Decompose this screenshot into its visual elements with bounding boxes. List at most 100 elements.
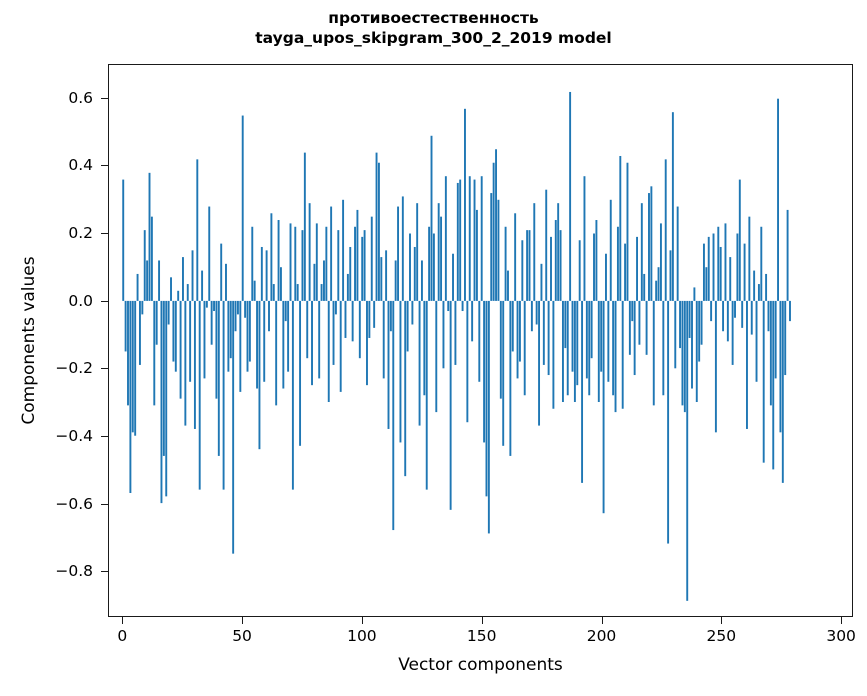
bar: [702, 243, 705, 301]
x-tick-label: 100: [347, 627, 377, 645]
y-tick-mark: [101, 436, 108, 438]
bar: [179, 300, 182, 399]
bar: [399, 300, 402, 443]
bar: [449, 300, 452, 510]
bar: [528, 230, 531, 301]
bar: [184, 300, 187, 426]
bar: [153, 300, 156, 406]
bar: [435, 300, 438, 413]
bar: [674, 300, 677, 369]
bar: [662, 300, 665, 396]
bar: [497, 199, 500, 301]
bar: [676, 206, 679, 301]
bar: [530, 300, 533, 332]
bar: [217, 300, 220, 456]
bar: [138, 300, 141, 365]
bar: [397, 206, 400, 301]
bar: [146, 260, 149, 301]
bar: [294, 226, 297, 301]
bar: [401, 196, 404, 301]
bar: [193, 300, 196, 429]
bar: [487, 300, 490, 534]
bar: [686, 300, 689, 601]
bar: [452, 253, 454, 301]
bar: [492, 162, 495, 301]
bar: [729, 257, 732, 301]
bar: [626, 162, 629, 301]
x-tick-label: 250: [706, 627, 737, 645]
bar: [607, 300, 610, 382]
bar: [655, 280, 658, 301]
bar: [301, 230, 304, 301]
bar: [726, 300, 729, 342]
bar: [155, 300, 158, 345]
bar: [719, 246, 722, 301]
bar: [621, 300, 624, 409]
bar: [437, 203, 440, 301]
bar: [691, 300, 693, 389]
bar: [755, 300, 758, 382]
bar: [521, 240, 524, 301]
bar: [746, 300, 748, 429]
bar: [514, 213, 517, 301]
bar: [664, 159, 667, 301]
y-tick-label-group: 0.6 0.4 0.2 0.0 −0.2 −0.4 −0.6 −0.8: [0, 64, 93, 617]
bar: [282, 300, 285, 389]
bar: [590, 300, 593, 359]
y-tick-mark: [101, 368, 108, 370]
bar: [246, 300, 249, 372]
bar: [225, 263, 227, 301]
bar: [258, 300, 261, 450]
bar: [679, 300, 682, 349]
bar: [251, 226, 254, 301]
bar: [423, 300, 426, 396]
bar: [387, 300, 390, 429]
bar: [241, 115, 244, 301]
bar: [351, 300, 354, 342]
y-tick-label: 0.2: [68, 224, 93, 243]
bar: [789, 300, 791, 322]
bar: [648, 193, 650, 301]
bar: [538, 300, 541, 426]
bar: [315, 223, 318, 301]
bar: [578, 240, 581, 301]
bar: [308, 203, 311, 301]
bar: [535, 300, 538, 325]
bar: [767, 300, 770, 332]
bar: [279, 267, 282, 301]
bar: [671, 112, 674, 301]
bar: [344, 300, 347, 338]
bar: [303, 152, 306, 301]
bar: [640, 203, 643, 301]
y-tick-mark: [101, 300, 108, 302]
bar: [177, 290, 180, 301]
bar: [330, 206, 333, 301]
bar: [769, 300, 772, 406]
bar: [669, 250, 672, 301]
x-tick-label: 300: [826, 627, 856, 645]
bar: [717, 226, 720, 301]
bar: [428, 226, 431, 301]
bar: [602, 300, 605, 514]
x-tick-mark: [242, 617, 244, 624]
bar: [724, 223, 727, 301]
bar: [394, 260, 397, 301]
bar: [366, 300, 368, 386]
y-tick-mark: [101, 165, 108, 167]
bar: [418, 300, 421, 426]
y-tick-mark: [101, 97, 108, 99]
bar: [382, 300, 385, 379]
y-tick-label: −0.4: [55, 427, 93, 446]
bar: [738, 179, 741, 301]
bar: [564, 300, 567, 349]
bar: [619, 155, 622, 301]
bar: [523, 300, 526, 396]
bar: [141, 300, 144, 315]
bar: [507, 270, 509, 301]
bar: [320, 284, 323, 301]
bar: [636, 236, 638, 301]
bar: [743, 243, 746, 301]
bar: [545, 189, 548, 301]
y-tick-label: −0.8: [55, 562, 93, 581]
